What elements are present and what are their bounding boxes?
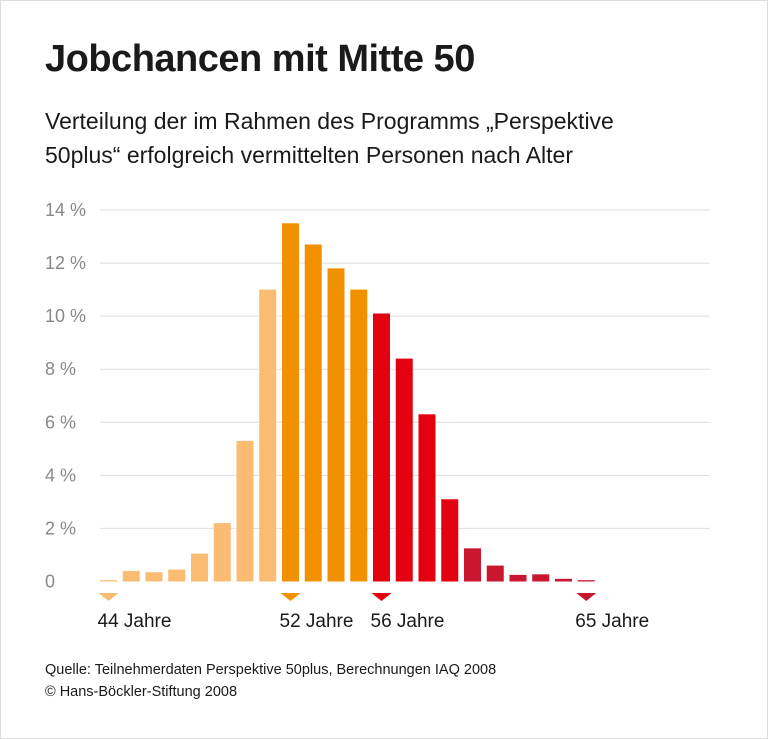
bar-age-50	[236, 440, 254, 582]
y-tick-label: 0	[45, 572, 55, 592]
bar-age-49	[213, 523, 231, 582]
bar-age-64	[555, 578, 572, 582]
bar-age-61	[486, 565, 504, 582]
x-label-56: 56 Jahre	[371, 611, 445, 632]
chart-title: Jobchancen mit Mitte 50	[45, 38, 475, 80]
source-note: Quelle: Teilnehmerdaten Perspektive 50pl…	[45, 659, 496, 703]
bar-age-62	[509, 574, 527, 582]
bar-age-57	[395, 358, 413, 582]
y-tick-label: 8 %	[45, 359, 76, 379]
subtitle-line-1: Verteilung der im Rahmen des Programms „…	[45, 108, 614, 134]
bar-age-52	[282, 223, 299, 582]
source-line-1: Quelle: Teilnehmerdaten Perspektive 50pl…	[45, 662, 497, 678]
subtitle-line-2: 50plus“ erfolgreich vermittelten Persone…	[45, 142, 574, 168]
x-label-44: 44 Jahre	[98, 611, 172, 632]
y-tick-label: 12 %	[45, 253, 86, 273]
bar-age-45	[122, 570, 140, 582]
y-tick-label: 6 %	[45, 412, 76, 432]
bar-age-55	[350, 289, 368, 582]
bar-age-59	[441, 499, 459, 582]
copyright-line: © Hans-Böckler-Stiftung 2008	[45, 684, 238, 700]
x-label-52: 52 Jahre	[280, 611, 354, 632]
bar-age-47	[168, 569, 186, 582]
y-tick-label: 4 %	[45, 465, 76, 485]
bar-age-63	[532, 574, 550, 582]
bar-age-60	[464, 548, 481, 582]
bar-age-54	[327, 268, 345, 582]
marker-triangle-icon	[371, 593, 392, 601]
x-label-65: 65 Jahre	[575, 611, 649, 632]
bar-age-48	[191, 553, 208, 582]
y-tick-label: 14 %	[45, 200, 86, 220]
y-tick-label: 10 %	[45, 306, 86, 326]
marker-triangle-icon	[98, 593, 119, 601]
bar-age-53	[304, 244, 322, 582]
bar-age-46	[145, 572, 163, 582]
bar-age-65	[577, 580, 595, 582]
bar-age-58	[418, 414, 436, 582]
y-tick-label: 2 %	[45, 518, 76, 538]
bar-age-56	[373, 313, 390, 582]
marker-triangle-icon	[576, 593, 597, 601]
bar-age-44	[100, 580, 117, 582]
marker-triangle-icon	[280, 593, 301, 601]
chart-subtitle: Verteilung der im Rahmen des Programms „…	[45, 104, 745, 172]
bar-age-51	[259, 289, 277, 582]
